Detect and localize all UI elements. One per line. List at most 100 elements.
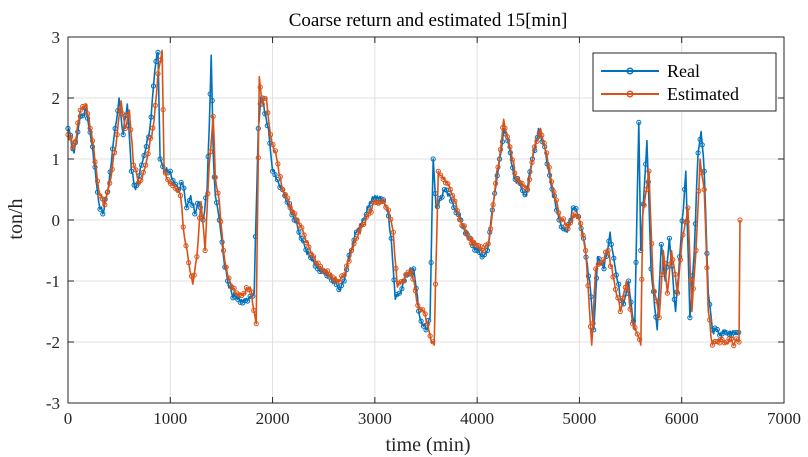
data-point bbox=[294, 217, 300, 223]
data-point bbox=[241, 290, 247, 296]
data-point bbox=[143, 143, 149, 150]
data-point bbox=[77, 107, 83, 113]
data-point bbox=[641, 202, 647, 208]
data-point bbox=[226, 275, 232, 281]
data-point bbox=[148, 114, 154, 120]
data-point bbox=[371, 199, 377, 205]
data-point bbox=[400, 278, 407, 284]
data-point bbox=[373, 199, 379, 205]
data-point bbox=[643, 186, 650, 193]
data-point bbox=[549, 179, 555, 185]
data-point bbox=[544, 150, 550, 156]
data-point bbox=[109, 166, 115, 172]
data-point bbox=[85, 111, 91, 117]
data-point bbox=[162, 170, 168, 176]
data-point bbox=[152, 102, 158, 109]
data-point bbox=[363, 214, 369, 220]
data-point bbox=[82, 103, 88, 109]
data-point bbox=[259, 101, 265, 107]
data-point bbox=[267, 132, 274, 138]
data-point bbox=[664, 290, 671, 296]
data-point bbox=[617, 308, 623, 315]
legend-label: Estimated bbox=[667, 84, 739, 104]
x-tick-label: 0 bbox=[64, 409, 73, 428]
data-point bbox=[197, 215, 203, 221]
data-point bbox=[140, 169, 146, 175]
data-point bbox=[522, 184, 528, 190]
data-point bbox=[696, 188, 702, 194]
data-point bbox=[699, 142, 705, 148]
data-point bbox=[728, 336, 735, 342]
data-point bbox=[435, 168, 441, 174]
data-point bbox=[611, 255, 617, 261]
x-axis-title: time (min) bbox=[386, 434, 471, 456]
data-point bbox=[570, 205, 576, 211]
data-point bbox=[598, 260, 604, 266]
data-point bbox=[451, 205, 457, 211]
data-point bbox=[439, 194, 445, 200]
data-point bbox=[282, 191, 288, 198]
plot-area bbox=[65, 49, 743, 349]
data-point bbox=[313, 260, 319, 266]
data-point bbox=[612, 286, 619, 292]
data-point bbox=[177, 193, 184, 199]
data-point bbox=[287, 205, 293, 211]
data-point bbox=[653, 314, 659, 320]
data-point bbox=[202, 247, 208, 254]
data-point bbox=[662, 260, 668, 266]
data-point bbox=[670, 257, 676, 263]
data-point bbox=[153, 58, 159, 65]
data-point bbox=[368, 209, 374, 215]
data-point bbox=[620, 295, 626, 301]
y-tick-label: 3 bbox=[52, 28, 61, 47]
data-point bbox=[529, 159, 535, 165]
data-point bbox=[333, 282, 339, 288]
data-point bbox=[104, 189, 110, 195]
data-point bbox=[245, 298, 251, 304]
data-point bbox=[220, 247, 227, 254]
data-point bbox=[107, 180, 113, 186]
data-point bbox=[452, 198, 458, 204]
data-point bbox=[539, 132, 545, 138]
data-point bbox=[591, 327, 597, 333]
data-point bbox=[237, 299, 243, 305]
data-point bbox=[186, 197, 192, 204]
data-point bbox=[658, 241, 664, 247]
data-point bbox=[418, 318, 424, 324]
data-point bbox=[303, 240, 310, 246]
data-point bbox=[215, 190, 221, 196]
data-point bbox=[422, 311, 428, 317]
data-point bbox=[310, 254, 317, 260]
data-point bbox=[524, 187, 530, 193]
data-point bbox=[558, 217, 564, 223]
data-point bbox=[573, 206, 579, 212]
data-point bbox=[565, 226, 571, 232]
data-point bbox=[339, 273, 345, 279]
y-tick-label: -3 bbox=[46, 394, 60, 413]
data-point bbox=[251, 307, 257, 313]
data-point bbox=[97, 206, 103, 212]
data-point bbox=[607, 263, 614, 269]
data-point bbox=[698, 170, 705, 176]
data-point bbox=[175, 187, 181, 193]
data-point bbox=[199, 214, 205, 221]
data-point bbox=[690, 286, 696, 292]
data-point bbox=[207, 149, 214, 155]
data-point bbox=[277, 174, 283, 180]
data-point bbox=[659, 272, 665, 278]
data-point bbox=[133, 167, 139, 173]
data-point bbox=[80, 103, 86, 110]
data-point bbox=[167, 168, 173, 174]
data-point bbox=[417, 306, 423, 312]
data-point bbox=[428, 259, 434, 266]
data-point bbox=[697, 136, 703, 142]
data-point bbox=[210, 113, 216, 119]
data-point bbox=[296, 229, 302, 235]
data-point bbox=[155, 71, 161, 77]
data-point bbox=[679, 218, 685, 224]
data-point bbox=[180, 224, 186, 230]
data-point bbox=[346, 258, 352, 264]
data-point bbox=[353, 235, 359, 241]
data-point bbox=[385, 207, 391, 213]
data-point bbox=[131, 182, 137, 188]
